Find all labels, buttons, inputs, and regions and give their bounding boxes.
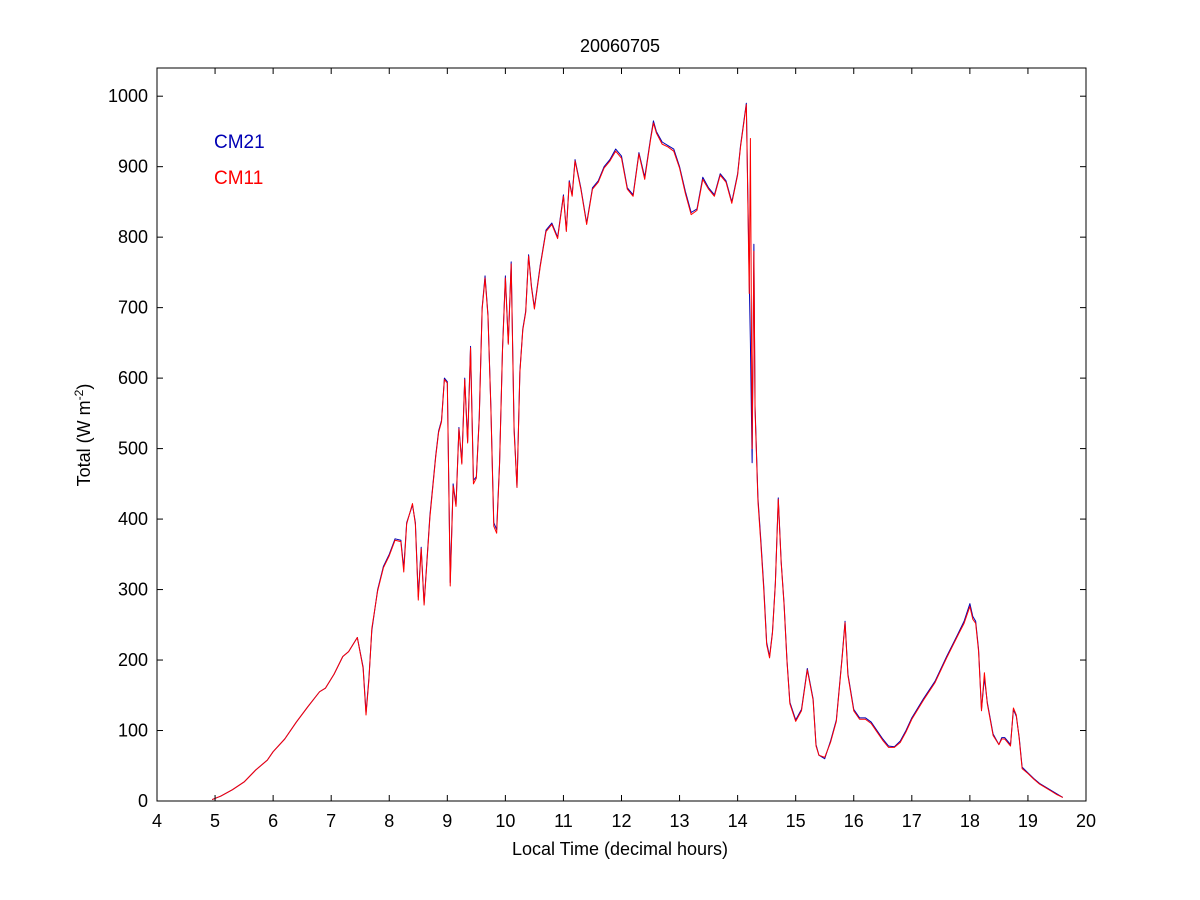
y-axis-label-main: Total (W m (74, 400, 94, 486)
x-tick-label: 7 (326, 811, 336, 831)
x-tick-label: 13 (670, 811, 690, 831)
axes-box (156, 67, 1087, 802)
x-tick-label: 12 (611, 811, 631, 831)
x-tick-label: 10 (495, 811, 515, 831)
plot-area: 4 5 6 7 8 9 10 11 12 13 14 15 16 17 18 19 20010020030040… (108, 67, 1096, 831)
y-tick-label: 700 (118, 298, 148, 318)
x-tick-label: 14 (728, 811, 748, 831)
ticks-layer: 4 5 6 7 8 9 10 11 12 13 14 15 16 17 18 19 20010020030040… (108, 68, 1096, 831)
x-tick-label: 8 (384, 811, 394, 831)
legend-entry-cm21: CM21 (214, 132, 265, 153)
y-tick-label: 300 (118, 580, 148, 600)
y-axis-label-close: ) (74, 384, 94, 390)
y-tick-label: 200 (118, 650, 148, 670)
x-axis-label: Local Time (decimal hours) (512, 839, 728, 859)
y-tick-label: 900 (118, 157, 148, 177)
x-tick-label: 16 (844, 811, 864, 831)
x-tick-label: 18 (960, 811, 980, 831)
legend-entry-cm11: CM11 (214, 168, 263, 189)
x-tick-label: 9 (442, 811, 452, 831)
y-tick-label: 500 (118, 439, 148, 459)
legend: CM21 CM11 (214, 132, 265, 189)
x-tick-label: 15 (786, 811, 806, 831)
x-tick-label: 20 (1076, 811, 1096, 831)
x-tick-label: 5 (210, 811, 220, 831)
series-line-cm11 (211, 104, 1063, 801)
y-tick-label: 1000 (108, 86, 148, 106)
chart-title: 20060705 (580, 36, 660, 56)
y-tick-label: 0 (138, 791, 148, 811)
y-axis-label: Total (W m-2) (72, 384, 94, 487)
y-tick-label: 400 (118, 509, 148, 529)
series-layer (211, 102, 1064, 801)
x-tick-label: 4 (152, 811, 162, 831)
y-tick-label: 600 (118, 368, 148, 388)
y-tick-label: 100 (118, 721, 148, 741)
x-tick-label: 11 (554, 811, 573, 831)
x-tick-label: 17 (902, 811, 922, 831)
x-tick-label: 19 (1018, 811, 1038, 831)
x-tick-label: 6 (268, 811, 278, 831)
y-tick-label: 800 (118, 227, 148, 247)
y-axis-label-superscript: -2 (72, 389, 86, 400)
